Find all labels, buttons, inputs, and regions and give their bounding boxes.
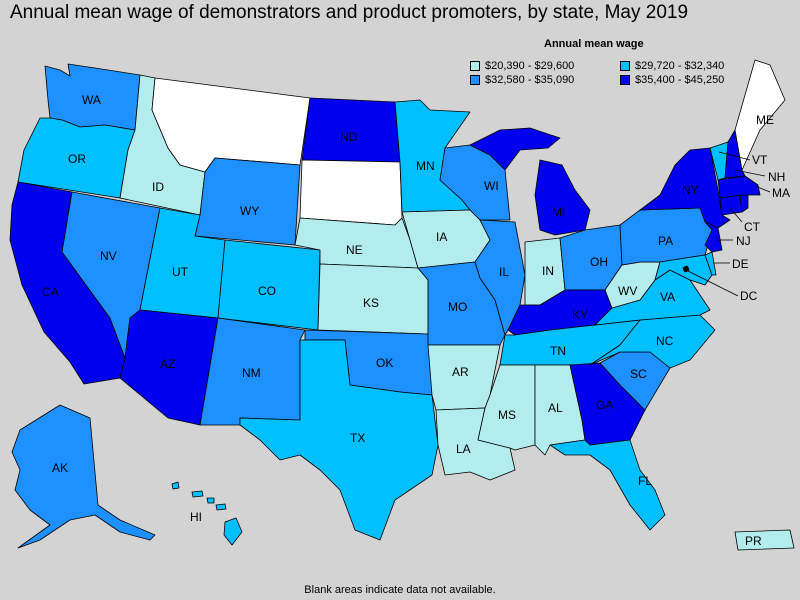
label-id: ID	[152, 180, 164, 194]
state-mt[interactable]	[151, 77, 311, 173]
legend-grid: $20,390 - $29,600 $29,720 - $32,340 $32,…	[470, 60, 790, 86]
label-nh: NH	[768, 170, 785, 184]
label-wv: WV	[618, 284, 637, 298]
legend-item: $35,400 - $45,250	[620, 74, 770, 86]
leader-vt	[718, 151, 751, 161]
label-me: ME	[756, 113, 774, 127]
legend-label: $32,580 - $35,090	[485, 74, 575, 86]
label-oh: OH	[590, 255, 608, 269]
label-nj: NJ	[736, 234, 751, 248]
label-ga: GA	[596, 398, 613, 412]
label-tx: TX	[350, 431, 365, 445]
label-ok: OK	[376, 356, 393, 370]
state-ct[interactable]	[719, 194, 743, 216]
label-al: AL	[548, 401, 563, 415]
label-ia: IA	[436, 230, 447, 244]
label-sc: SC	[630, 367, 647, 381]
label-hi: HI	[190, 510, 202, 524]
legend-swatch	[620, 61, 630, 71]
label-az: AZ	[160, 357, 175, 371]
state-sd[interactable]	[299, 159, 403, 226]
label-dc: DC	[740, 289, 758, 303]
state-mi-upper[interactable]	[469, 127, 561, 171]
label-nv: NV	[100, 249, 117, 263]
label-mn: MN	[416, 159, 435, 173]
label-ak: AK	[52, 461, 68, 475]
label-nc: NC	[656, 334, 674, 348]
state-ma[interactable]	[717, 175, 761, 199]
state-labels: WA OR CA NV ID WY UT AZ CO NM ND NE KS O…	[42, 93, 790, 548]
legend-title: Annual mean wage	[544, 38, 644, 50]
label-ma: MA	[772, 186, 790, 200]
label-tn: TN	[550, 344, 566, 358]
label-mo: MO	[448, 300, 467, 314]
state-mi[interactable]	[534, 159, 591, 236]
state-ny[interactable]	[639, 147, 731, 229]
label-ne: NE	[346, 243, 363, 257]
leader-ct	[729, 207, 743, 223]
label-vt: VT	[752, 153, 768, 167]
state-pr[interactable]	[734, 529, 795, 551]
label-ks: KS	[363, 296, 379, 310]
legend-label: $35,400 - $45,250	[635, 74, 725, 86]
label-ky: KY	[572, 308, 588, 322]
legend-swatch	[470, 61, 480, 71]
legend-swatch	[470, 75, 480, 85]
label-pr: PR	[745, 534, 762, 548]
label-ut: UT	[172, 265, 189, 279]
label-de: DE	[732, 257, 749, 271]
label-in: IN	[542, 264, 554, 278]
state-tx[interactable]	[239, 339, 439, 541]
state-nh[interactable]	[724, 129, 746, 179]
label-la: LA	[456, 442, 471, 456]
legend-label: $29,720 - $32,340	[635, 60, 725, 72]
label-ny: NY	[682, 183, 699, 197]
state-nc[interactable]	[589, 314, 716, 369]
leader-ma	[754, 185, 771, 193]
label-ms: MS	[498, 408, 516, 422]
state-fl[interactable]	[549, 439, 666, 531]
legend-swatch	[620, 75, 630, 85]
label-nm: NM	[242, 366, 261, 380]
legend-item: $29,720 - $32,340	[620, 60, 770, 72]
state-ak[interactable]	[11, 404, 156, 549]
state-me[interactable]	[734, 59, 786, 171]
label-ct: CT	[744, 220, 761, 234]
label-wy: WY	[240, 204, 259, 218]
label-il: IL	[499, 265, 509, 279]
label-wa: WA	[82, 93, 101, 107]
page-title: Annual mean wage of demonstrators and pr…	[10, 2, 689, 23]
legend-label: $20,390 - $29,600	[485, 60, 575, 72]
dc-marker	[683, 266, 689, 272]
leader-nh	[734, 169, 766, 177]
label-va: VA	[660, 290, 675, 304]
footnote: Blank areas indicate data not available.	[304, 584, 496, 596]
legend-item: $20,390 - $29,600	[470, 60, 620, 72]
state-hi[interactable]	[171, 481, 243, 546]
label-nd: ND	[340, 130, 358, 144]
state-de[interactable]	[704, 251, 717, 276]
label-mi: MI	[552, 205, 565, 219]
legend-item: $32,580 - $35,090	[470, 74, 620, 86]
label-ar: AR	[452, 365, 469, 379]
label-fl: FL	[638, 474, 652, 488]
label-or: OR	[68, 152, 86, 166]
label-wi: WI	[484, 179, 499, 193]
label-co: CO	[258, 284, 276, 298]
leader-dc	[685, 269, 739, 297]
label-ca: CA	[42, 285, 59, 299]
legend: Annual mean wage $20,390 - $29,600 $29,7…	[470, 38, 790, 86]
state-wy[interactable]	[194, 157, 301, 246]
label-pa: PA	[658, 234, 673, 248]
